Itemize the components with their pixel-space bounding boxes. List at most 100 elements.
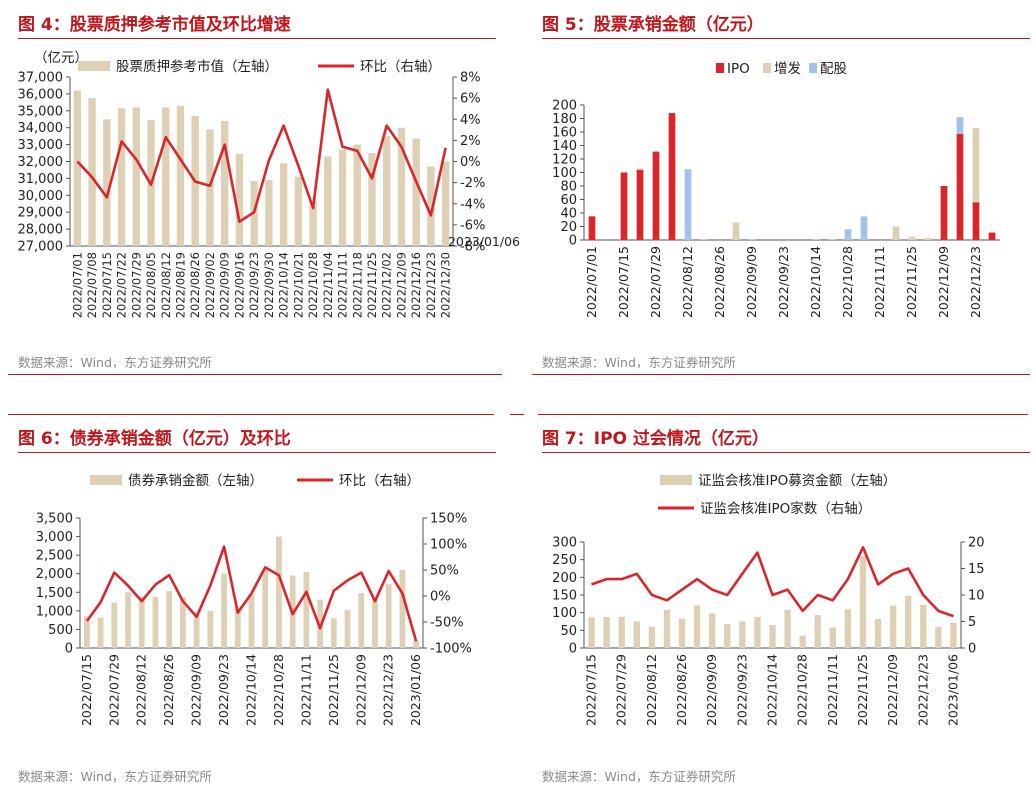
figure-6-top-rule [8, 414, 494, 415]
x-tick-label: 2022/09/09 [218, 252, 232, 318]
left-tick-label: 300 [552, 536, 577, 551]
bar [88, 98, 96, 246]
x-tick-label: 2022/08/12 [159, 252, 173, 318]
right-tick-label: -2% [460, 176, 485, 191]
figure-7-top-rule [538, 414, 1028, 415]
left-tick-label: 50 [560, 624, 577, 639]
x-tick-label: 2023/01/06 [408, 654, 423, 726]
bar [193, 612, 200, 648]
bar [83, 616, 90, 648]
bar-zf [636, 168, 644, 170]
right-tick-label: -50% [430, 616, 464, 631]
right-tick-label: 4% [460, 113, 481, 128]
bar [338, 149, 347, 246]
x-tick-label: 2022/08/05 [144, 252, 158, 318]
bar [303, 571, 310, 648]
bar [397, 127, 406, 246]
bar [693, 605, 701, 648]
legend-line-label: 证监会核准IPO家数（右轴） [700, 500, 871, 517]
bar [220, 120, 229, 246]
bar [784, 609, 791, 648]
x-tick-label: 2022/07/15 [616, 246, 631, 318]
bar [413, 640, 420, 648]
bar [166, 591, 173, 648]
bar [317, 599, 323, 648]
mom-line [76, 88, 447, 223]
legend-zf-swatch [763, 63, 771, 73]
left-tick-label: 200 [552, 99, 577, 114]
bar-ipo [636, 169, 644, 240]
x-tick-label: 2022/07/29 [648, 246, 663, 318]
right-tick-label: -6% [460, 218, 485, 233]
bar [276, 536, 282, 648]
right-tick-label: -100% [430, 642, 472, 657]
left-tick-label: 34,000 [18, 121, 64, 136]
x-tick-label: 2022/12/23 [915, 654, 930, 726]
bar [648, 626, 656, 648]
x-tick-label: 2022/11/25 [326, 654, 341, 726]
left-tick-label: 1,500 [36, 586, 73, 601]
x-tick-label: 2022/09/30 [262, 252, 276, 318]
right-tick-label: 15 [968, 562, 985, 577]
bar-pg [844, 229, 852, 240]
figure-5-title-rule [542, 38, 1030, 39]
bar [385, 584, 392, 648]
legend-zf-label: 增发 [774, 61, 802, 77]
left-tick-label: 100 [552, 606, 577, 621]
mom-line [85, 545, 418, 642]
left-tick-label: 0 [65, 642, 73, 657]
legend-bar-swatch [660, 475, 692, 485]
bar-ipo [956, 134, 964, 240]
count-line [591, 546, 954, 618]
x-tick-label: 2022/09/09 [704, 654, 719, 726]
legend-bar-swatch [78, 61, 110, 71]
bar-ipo [988, 232, 996, 240]
right-tick-label: 0 [968, 642, 976, 657]
unit-label: （亿元） [34, 50, 88, 66]
bar [368, 153, 376, 246]
bar [799, 635, 806, 648]
bar-pg [860, 216, 868, 240]
left-tick-label: 500 [48, 623, 73, 638]
left-tick-label: 37,000 [18, 71, 64, 86]
legend-bar-label: 股票质押参考市值（左轴） [116, 58, 278, 75]
left-tick-label: 180 [552, 112, 577, 127]
x-tick-label: 2023/01/06 [945, 654, 960, 726]
right-tick-label: 10 [968, 589, 985, 604]
bar [111, 602, 118, 648]
left-tick-label: 150 [552, 589, 577, 604]
bar [265, 180, 273, 246]
x-tick-label: 2022/09/02 [203, 252, 217, 318]
left-tick-label: 31,000 [18, 172, 64, 187]
x-tick-label: 2022/10/21 [291, 252, 305, 318]
x-tick-label: 2022/09/23 [247, 252, 261, 318]
left-tick-label: 80 [560, 180, 577, 195]
bar [207, 610, 214, 648]
x-tick-label: 2022/07/01 [70, 252, 84, 318]
bar [920, 604, 927, 648]
legend-bar-label: 证监会核准IPO募资金额（左轴） [698, 473, 896, 489]
legend-bar-label: 债券承销金额（左轴） [128, 473, 263, 489]
x-tick-label: 2022/12/23 [968, 246, 983, 318]
bar-ipo [620, 172, 628, 240]
left-tick-label: 0 [569, 642, 577, 657]
bar-ipo [668, 113, 676, 240]
bar [603, 616, 610, 648]
x-tick-label: 2022/12/30 [439, 252, 453, 318]
x-tick-label: 2022/11/11 [872, 246, 887, 318]
x-tick-label: 2022/07/29 [106, 654, 121, 726]
bar [754, 616, 761, 648]
left-tick-label: 35,000 [18, 104, 64, 119]
right-tick-label: 2% [460, 134, 481, 149]
x-tick-label: 2022/08/12 [644, 654, 659, 726]
x-tick-label: 2022/11/25 [855, 654, 870, 726]
x-tick-label: 2022/11/11 [825, 654, 840, 726]
x-tick-label: 2022/10/28 [306, 252, 320, 318]
figure-7-top-rule-short [510, 414, 524, 415]
x-tick-label: 2022/11/11 [336, 252, 350, 318]
bar [221, 573, 227, 648]
x-tick-label: 2022/11/04 [321, 252, 335, 318]
bar [330, 618, 337, 648]
bar-ipo [940, 186, 948, 240]
figure-7-source: 数据来源：Wind，东方证券研究所 [542, 769, 736, 784]
